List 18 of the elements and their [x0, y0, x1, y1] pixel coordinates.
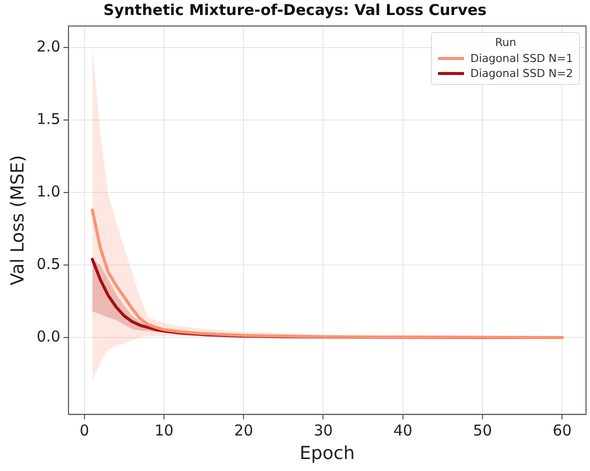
x-tick-label: 20	[234, 421, 254, 440]
x-tick-label: 40	[393, 421, 412, 440]
y-axis-title: Val Loss (MSE)	[7, 155, 28, 286]
y-tick-label: 0.5	[36, 255, 60, 274]
y-tick-label: 0.0	[36, 327, 60, 346]
x-axis-title: Epoch	[300, 442, 355, 464]
x-tick-label: 50	[472, 421, 492, 440]
y-tick-label: 1.0	[36, 182, 60, 201]
x-tick-label: 30	[314, 421, 333, 440]
x-tick-label: 60	[552, 421, 572, 440]
y-tick-label: 1.5	[36, 110, 60, 128]
x-tick-label: 10	[154, 421, 174, 440]
legend-title: Run	[494, 36, 518, 49]
legend-label: Diagonal SSD N=2	[470, 66, 573, 81]
chart-title: Synthetic Mixture-of-Decays: Val Loss Curves	[103, 0, 487, 19]
x-tick-label: 0	[80, 421, 90, 440]
y-tick-label: 2.0	[36, 38, 60, 56]
legend-label: Diagonal SSD N=1	[470, 51, 573, 66]
